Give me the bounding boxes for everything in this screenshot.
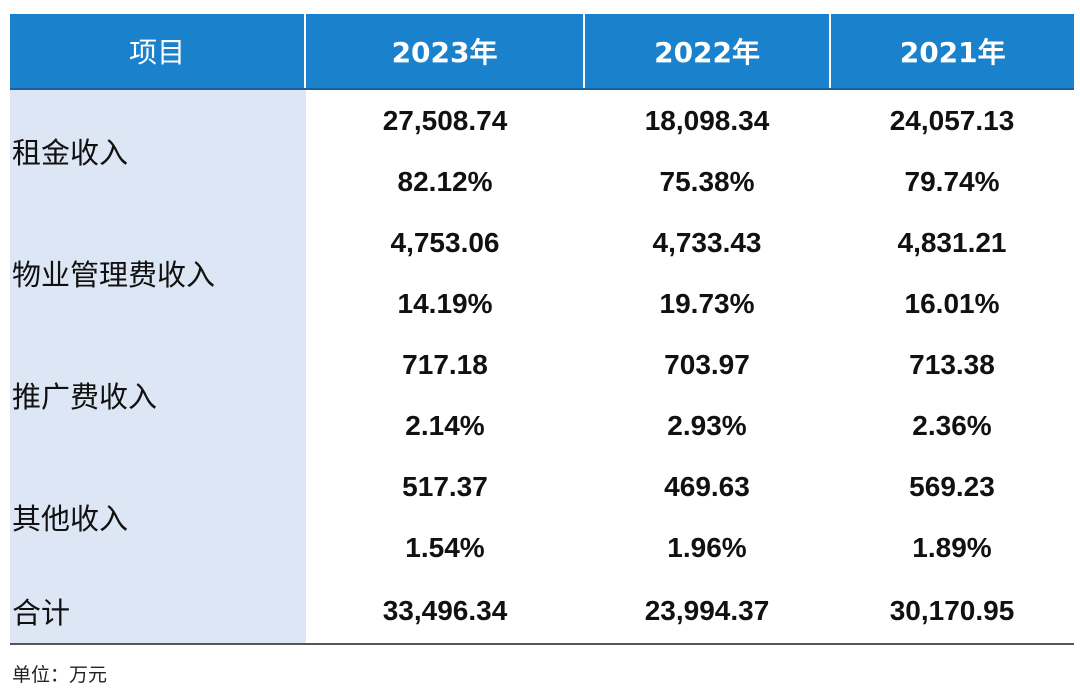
cell-amount-2023: 517.37: [402, 470, 488, 502]
cell-amount-2022: 703.97: [664, 348, 750, 380]
cell-share-2023: 14.19%: [397, 287, 493, 319]
table-row: 2.14% 2.93% 2.36%: [306, 395, 1074, 456]
row-group-other: 其他收入 517.37 469.63 569.23 1.54% 1.96% 1.…: [10, 456, 1074, 578]
row-label-property-mgmt: 物业管理费收入: [10, 212, 306, 334]
row-group-property-mgmt: 物业管理费收入 4,753.06 4,733.43 4,831.21 14.19…: [10, 212, 1074, 334]
cell-share-2021: 1.89%: [912, 531, 992, 563]
cell-share-2023: 82.12%: [397, 165, 493, 197]
table-row: 4,753.06 4,733.43 4,831.21: [306, 212, 1074, 273]
cell-amount-2022: 469.63: [664, 470, 750, 502]
row-label-rent: 租金收入: [10, 90, 306, 212]
cell-amount-2022: 18,098.34: [644, 104, 770, 136]
total-label: 合计: [10, 578, 306, 643]
header-2023: 2023年: [304, 14, 582, 88]
total-2021: 30,170.95: [889, 594, 1015, 626]
table-row: 27,508.74 18,098.34 24,057.13: [306, 90, 1074, 151]
header-item: 项目: [129, 36, 186, 69]
total-2023: 33,496.34: [382, 594, 508, 626]
cell-amount-2023: 27,508.74: [382, 104, 508, 136]
row-group-rent: 租金收入 27,508.74 18,098.34 24,057.13 82.12…: [10, 90, 1074, 212]
cell-share-2023: 2.14%: [405, 409, 485, 441]
header-2021: 2021年: [829, 14, 1074, 88]
unit-footnote: 单位：万元: [12, 664, 108, 686]
table-header: 项目 2023年 2022年 2021年: [10, 14, 1074, 90]
table-row: 82.12% 75.38% 79.74%: [306, 151, 1074, 212]
header-2022: 2022年: [582, 14, 830, 88]
cell-amount-2023: 717.18: [402, 348, 488, 380]
cell-share-2021: 2.36%: [912, 409, 992, 441]
table-row: 717.18 703.97 713.38: [306, 334, 1074, 395]
cell-share-2021: 16.01%: [904, 287, 1000, 319]
total-row: 合计 33,496.34 23,994.37 30,170.95: [10, 578, 1074, 645]
cell-share-2022: 2.93%: [667, 409, 747, 441]
total-2022: 23,994.37: [644, 594, 770, 626]
cell-amount-2023: 4,753.06: [390, 226, 500, 258]
cell-share-2022: 1.96%: [667, 531, 747, 563]
table-row: 14.19% 19.73% 16.01%: [306, 273, 1074, 334]
cell-amount-2021: 569.23: [909, 470, 995, 502]
revenue-table: 项目 2023年 2022年 2021年 租金收入 27,508.74 18,0…: [10, 14, 1074, 645]
cell-amount-2021: 24,057.13: [889, 104, 1015, 136]
row-label-other: 其他收入: [10, 456, 306, 578]
cell-amount-2021: 713.38: [909, 348, 995, 380]
cell-share-2022: 75.38%: [659, 165, 755, 197]
cell-amount-2022: 4,733.43: [652, 226, 762, 258]
cell-share-2021: 79.74%: [904, 165, 1000, 197]
cell-amount-2021: 4,831.21: [897, 226, 1007, 258]
row-group-promotion: 推广费收入 717.18 703.97 713.38 2.14% 2.93% 2…: [10, 334, 1074, 456]
table-row: 517.37 469.63 569.23: [306, 456, 1074, 517]
row-label-promotion: 推广费收入: [10, 334, 306, 456]
cell-share-2022: 19.73%: [659, 287, 755, 319]
table-row: 1.54% 1.96% 1.89%: [306, 517, 1074, 578]
cell-share-2023: 1.54%: [405, 531, 485, 563]
